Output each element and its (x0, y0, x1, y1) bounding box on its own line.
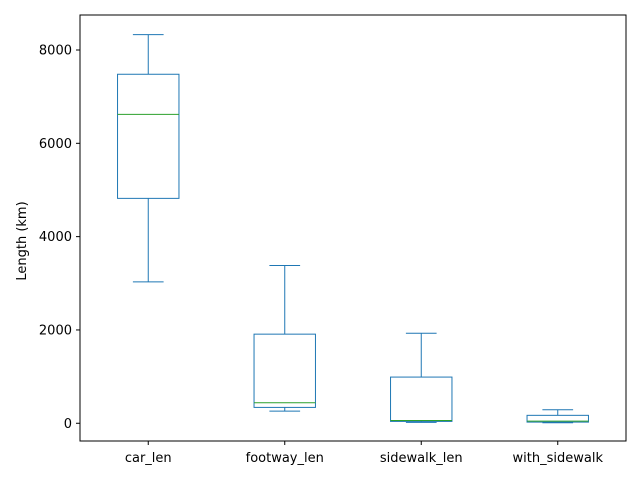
box-footway_len (253, 333, 316, 408)
x-tick-label: sidewalk_len (380, 451, 463, 466)
x-tick-label: with_sidewalk (513, 451, 604, 466)
box-with_sidewalk (526, 414, 589, 423)
y-tick-label: 8000 (39, 43, 72, 58)
x-tick-label: car_len (125, 451, 172, 466)
plot-area: 0 2000 4000 6000 8000 car_len footway_len sidew… (39, 14, 627, 466)
x-tick-label: footway_len (246, 451, 324, 466)
box-car_len (117, 73, 180, 199)
box-sidewalk_len (390, 376, 453, 422)
y-tick-label: 4000 (39, 230, 72, 245)
axes-frame (79, 14, 627, 442)
y-axis-label: Length (km) (15, 201, 30, 280)
y-tick-label: 0 (64, 417, 72, 432)
y-tick-label: 6000 (39, 137, 72, 152)
y-tick-label: 2000 (39, 323, 72, 338)
